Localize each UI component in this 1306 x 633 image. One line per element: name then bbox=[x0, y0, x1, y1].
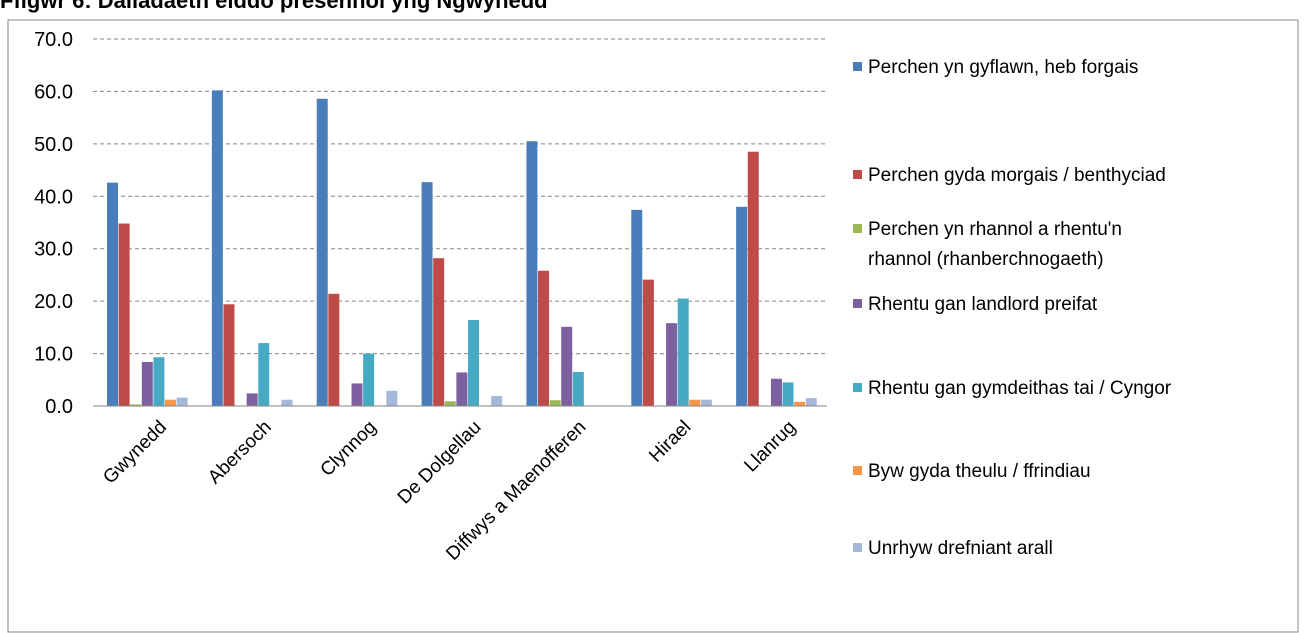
y-tick-label: 0.0 bbox=[45, 396, 73, 418]
bar bbox=[631, 209, 643, 406]
y-tick-label: 70.0 bbox=[34, 29, 73, 51]
y-tick-label: 10.0 bbox=[34, 344, 73, 366]
bar bbox=[467, 320, 479, 406]
bar bbox=[526, 141, 538, 406]
bar bbox=[794, 401, 806, 406]
bar bbox=[211, 90, 223, 406]
bar bbox=[538, 270, 550, 406]
bar bbox=[176, 397, 188, 406]
bar bbox=[421, 182, 433, 406]
bar bbox=[770, 378, 782, 406]
bar bbox=[281, 399, 293, 406]
bar bbox=[700, 399, 712, 406]
legend-item-label: Perchen yn gyflawn, heb forgais bbox=[868, 57, 1138, 78]
bar bbox=[363, 353, 375, 406]
chart-title: Ffigwr 6: Daliadaeth eiddo presennol yng… bbox=[0, 0, 548, 13]
legend-swatch bbox=[853, 299, 862, 308]
bar bbox=[572, 371, 584, 406]
bar bbox=[456, 372, 468, 406]
legend-item-label: Unrhyw drefniant arall bbox=[868, 538, 1053, 559]
y-axis-ticks: 0.0 10.0 20.0 30.0 40.0 50.0 60.0 70.0 bbox=[34, 29, 73, 418]
bar bbox=[141, 361, 153, 406]
bar bbox=[642, 279, 654, 406]
legend-item-label: Perchen yn rhannol a rhentu'n rhannol (rh… bbox=[868, 219, 1122, 270]
bar bbox=[351, 383, 363, 406]
bar bbox=[444, 401, 456, 406]
bar bbox=[107, 182, 118, 406]
legend-item-label: Perchen gyda morgais / benthyciad bbox=[868, 165, 1166, 186]
y-tick-label: 60.0 bbox=[34, 81, 73, 103]
bar bbox=[130, 404, 142, 406]
legend-swatch bbox=[853, 170, 862, 179]
bar bbox=[153, 357, 165, 406]
legend-swatch bbox=[853, 62, 862, 71]
bar bbox=[165, 399, 176, 406]
y-tick-label: 50.0 bbox=[34, 134, 73, 156]
bar bbox=[316, 98, 328, 407]
y-tick-label: 40.0 bbox=[34, 186, 73, 208]
legend-item-label: Rhentu gan landlord preifat bbox=[868, 294, 1098, 315]
bar bbox=[666, 323, 678, 406]
legend: Perchen yn gyflawn, heb forgais Perchen g… bbox=[853, 57, 1172, 559]
bar bbox=[677, 298, 689, 406]
legend-item-label: Rhentu gan gymdeithas tai / Cyngor bbox=[868, 378, 1172, 399]
bar bbox=[782, 382, 794, 406]
bar bbox=[689, 399, 701, 406]
bar bbox=[433, 258, 445, 406]
bars bbox=[107, 90, 817, 407]
legend-swatch bbox=[853, 543, 862, 552]
bar bbox=[747, 151, 759, 406]
legend-swatch bbox=[853, 466, 862, 475]
y-tick-label: 20.0 bbox=[34, 291, 73, 313]
legend-item-label: Byw gyda theulu / ffrindiau bbox=[868, 461, 1091, 482]
bar bbox=[328, 293, 340, 406]
bar bbox=[805, 398, 817, 406]
legend-swatch bbox=[853, 383, 862, 392]
bar bbox=[736, 206, 748, 406]
bar bbox=[223, 304, 235, 406]
bar bbox=[386, 390, 398, 406]
bar bbox=[561, 326, 573, 406]
bar bbox=[118, 223, 130, 406]
bar bbox=[491, 396, 503, 406]
legend-swatch bbox=[853, 224, 862, 233]
bar bbox=[258, 343, 270, 406]
bar bbox=[246, 393, 258, 406]
bar bbox=[549, 400, 561, 406]
y-tick-label: 30.0 bbox=[34, 239, 73, 261]
